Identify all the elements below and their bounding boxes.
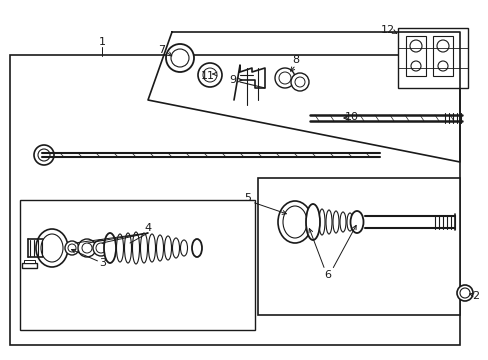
Ellipse shape bbox=[180, 240, 187, 256]
Circle shape bbox=[290, 73, 308, 91]
Ellipse shape bbox=[305, 204, 319, 240]
Ellipse shape bbox=[353, 214, 359, 230]
Ellipse shape bbox=[140, 233, 147, 263]
Circle shape bbox=[38, 149, 50, 161]
Ellipse shape bbox=[41, 234, 63, 262]
Ellipse shape bbox=[346, 213, 352, 231]
Text: 12: 12 bbox=[380, 25, 394, 35]
Bar bbox=[24, 260, 35, 263]
Text: 7: 7 bbox=[158, 45, 165, 55]
Text: 1: 1 bbox=[98, 37, 105, 47]
Ellipse shape bbox=[278, 201, 311, 243]
Ellipse shape bbox=[339, 212, 346, 232]
Text: 3: 3 bbox=[99, 258, 106, 268]
Ellipse shape bbox=[332, 211, 338, 233]
Text: 2: 2 bbox=[471, 291, 479, 301]
Bar bbox=[405, 36, 425, 76]
Circle shape bbox=[68, 244, 76, 252]
Bar bbox=[10, 55, 459, 345]
Ellipse shape bbox=[148, 234, 155, 262]
Ellipse shape bbox=[164, 236, 171, 260]
Text: 4: 4 bbox=[144, 223, 151, 233]
Bar bbox=[20, 200, 254, 330]
Ellipse shape bbox=[283, 206, 306, 238]
Circle shape bbox=[410, 61, 420, 71]
Circle shape bbox=[203, 68, 217, 82]
Circle shape bbox=[409, 40, 421, 52]
Circle shape bbox=[96, 243, 106, 253]
Ellipse shape bbox=[311, 208, 317, 236]
Circle shape bbox=[279, 72, 290, 84]
Circle shape bbox=[456, 285, 472, 301]
Circle shape bbox=[459, 288, 469, 298]
Text: 5: 5 bbox=[244, 193, 251, 203]
Text: 11: 11 bbox=[201, 71, 215, 81]
Circle shape bbox=[437, 61, 447, 71]
Bar bbox=[397, 28, 467, 88]
Circle shape bbox=[274, 68, 294, 88]
Circle shape bbox=[78, 239, 96, 257]
Ellipse shape bbox=[104, 233, 116, 263]
Circle shape bbox=[436, 40, 448, 52]
Bar bbox=[432, 36, 452, 76]
Circle shape bbox=[65, 241, 79, 255]
Ellipse shape bbox=[132, 232, 139, 264]
Ellipse shape bbox=[124, 233, 131, 263]
Ellipse shape bbox=[36, 229, 68, 267]
Circle shape bbox=[198, 63, 222, 87]
Ellipse shape bbox=[350, 211, 363, 233]
Text: 8: 8 bbox=[292, 55, 299, 65]
Text: 6: 6 bbox=[324, 270, 331, 280]
Ellipse shape bbox=[325, 210, 331, 234]
Text: 9: 9 bbox=[229, 75, 236, 85]
Circle shape bbox=[171, 49, 189, 67]
Ellipse shape bbox=[172, 238, 179, 258]
Ellipse shape bbox=[156, 235, 163, 261]
Circle shape bbox=[294, 77, 305, 87]
Ellipse shape bbox=[318, 209, 325, 235]
Bar bbox=[258, 178, 459, 315]
Circle shape bbox=[34, 145, 54, 165]
Bar bbox=[22, 263, 37, 268]
Ellipse shape bbox=[116, 234, 123, 262]
Circle shape bbox=[93, 240, 109, 256]
Circle shape bbox=[165, 44, 194, 72]
Ellipse shape bbox=[108, 235, 115, 261]
Ellipse shape bbox=[192, 239, 202, 257]
Text: 10: 10 bbox=[345, 112, 358, 122]
Circle shape bbox=[82, 243, 92, 253]
